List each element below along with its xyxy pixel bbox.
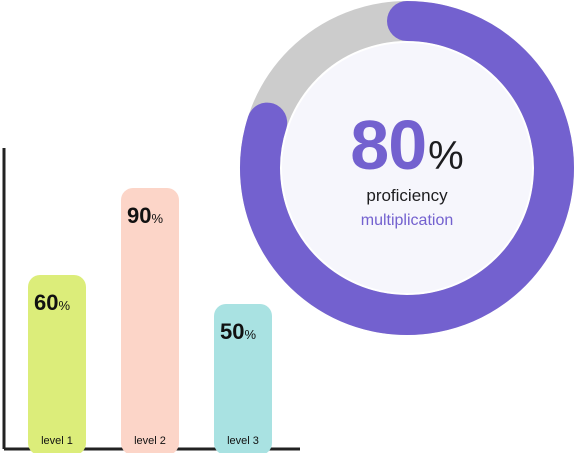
bar-value-number: 60 [34, 290, 58, 315]
bar-category-label: level 3 [227, 435, 259, 447]
bar-value-label: 50% [220, 319, 256, 344]
bar-value-percent: % [58, 298, 70, 313]
gauge-value-row: 80% [278, 110, 536, 180]
gauge-fill-arc [240, 1, 574, 335]
bar-value-number: 90 [127, 203, 151, 228]
bar-category-label: level 2 [134, 435, 166, 447]
gauge-sublabel: multiplication [360, 212, 454, 229]
bar-value-label: 90% [127, 203, 163, 228]
gauge-percent-sign: % [428, 134, 464, 178]
bar-value-number: 50 [220, 319, 244, 344]
bar-category-label: level 1 [41, 435, 73, 447]
bar-level-2 [121, 188, 179, 453]
gauge-label: proficiency [366, 186, 448, 205]
bar-level-1 [28, 275, 86, 453]
bar-value-percent: % [244, 327, 256, 342]
gauge-center-text: 80% proficiency multiplication [278, 110, 536, 230]
gauge-center [282, 43, 532, 293]
gauge-value: 80 [350, 106, 427, 184]
bar-value-percent: % [151, 211, 163, 226]
bar-level-3 [214, 304, 272, 453]
bar-value-label: 60% [34, 290, 70, 315]
